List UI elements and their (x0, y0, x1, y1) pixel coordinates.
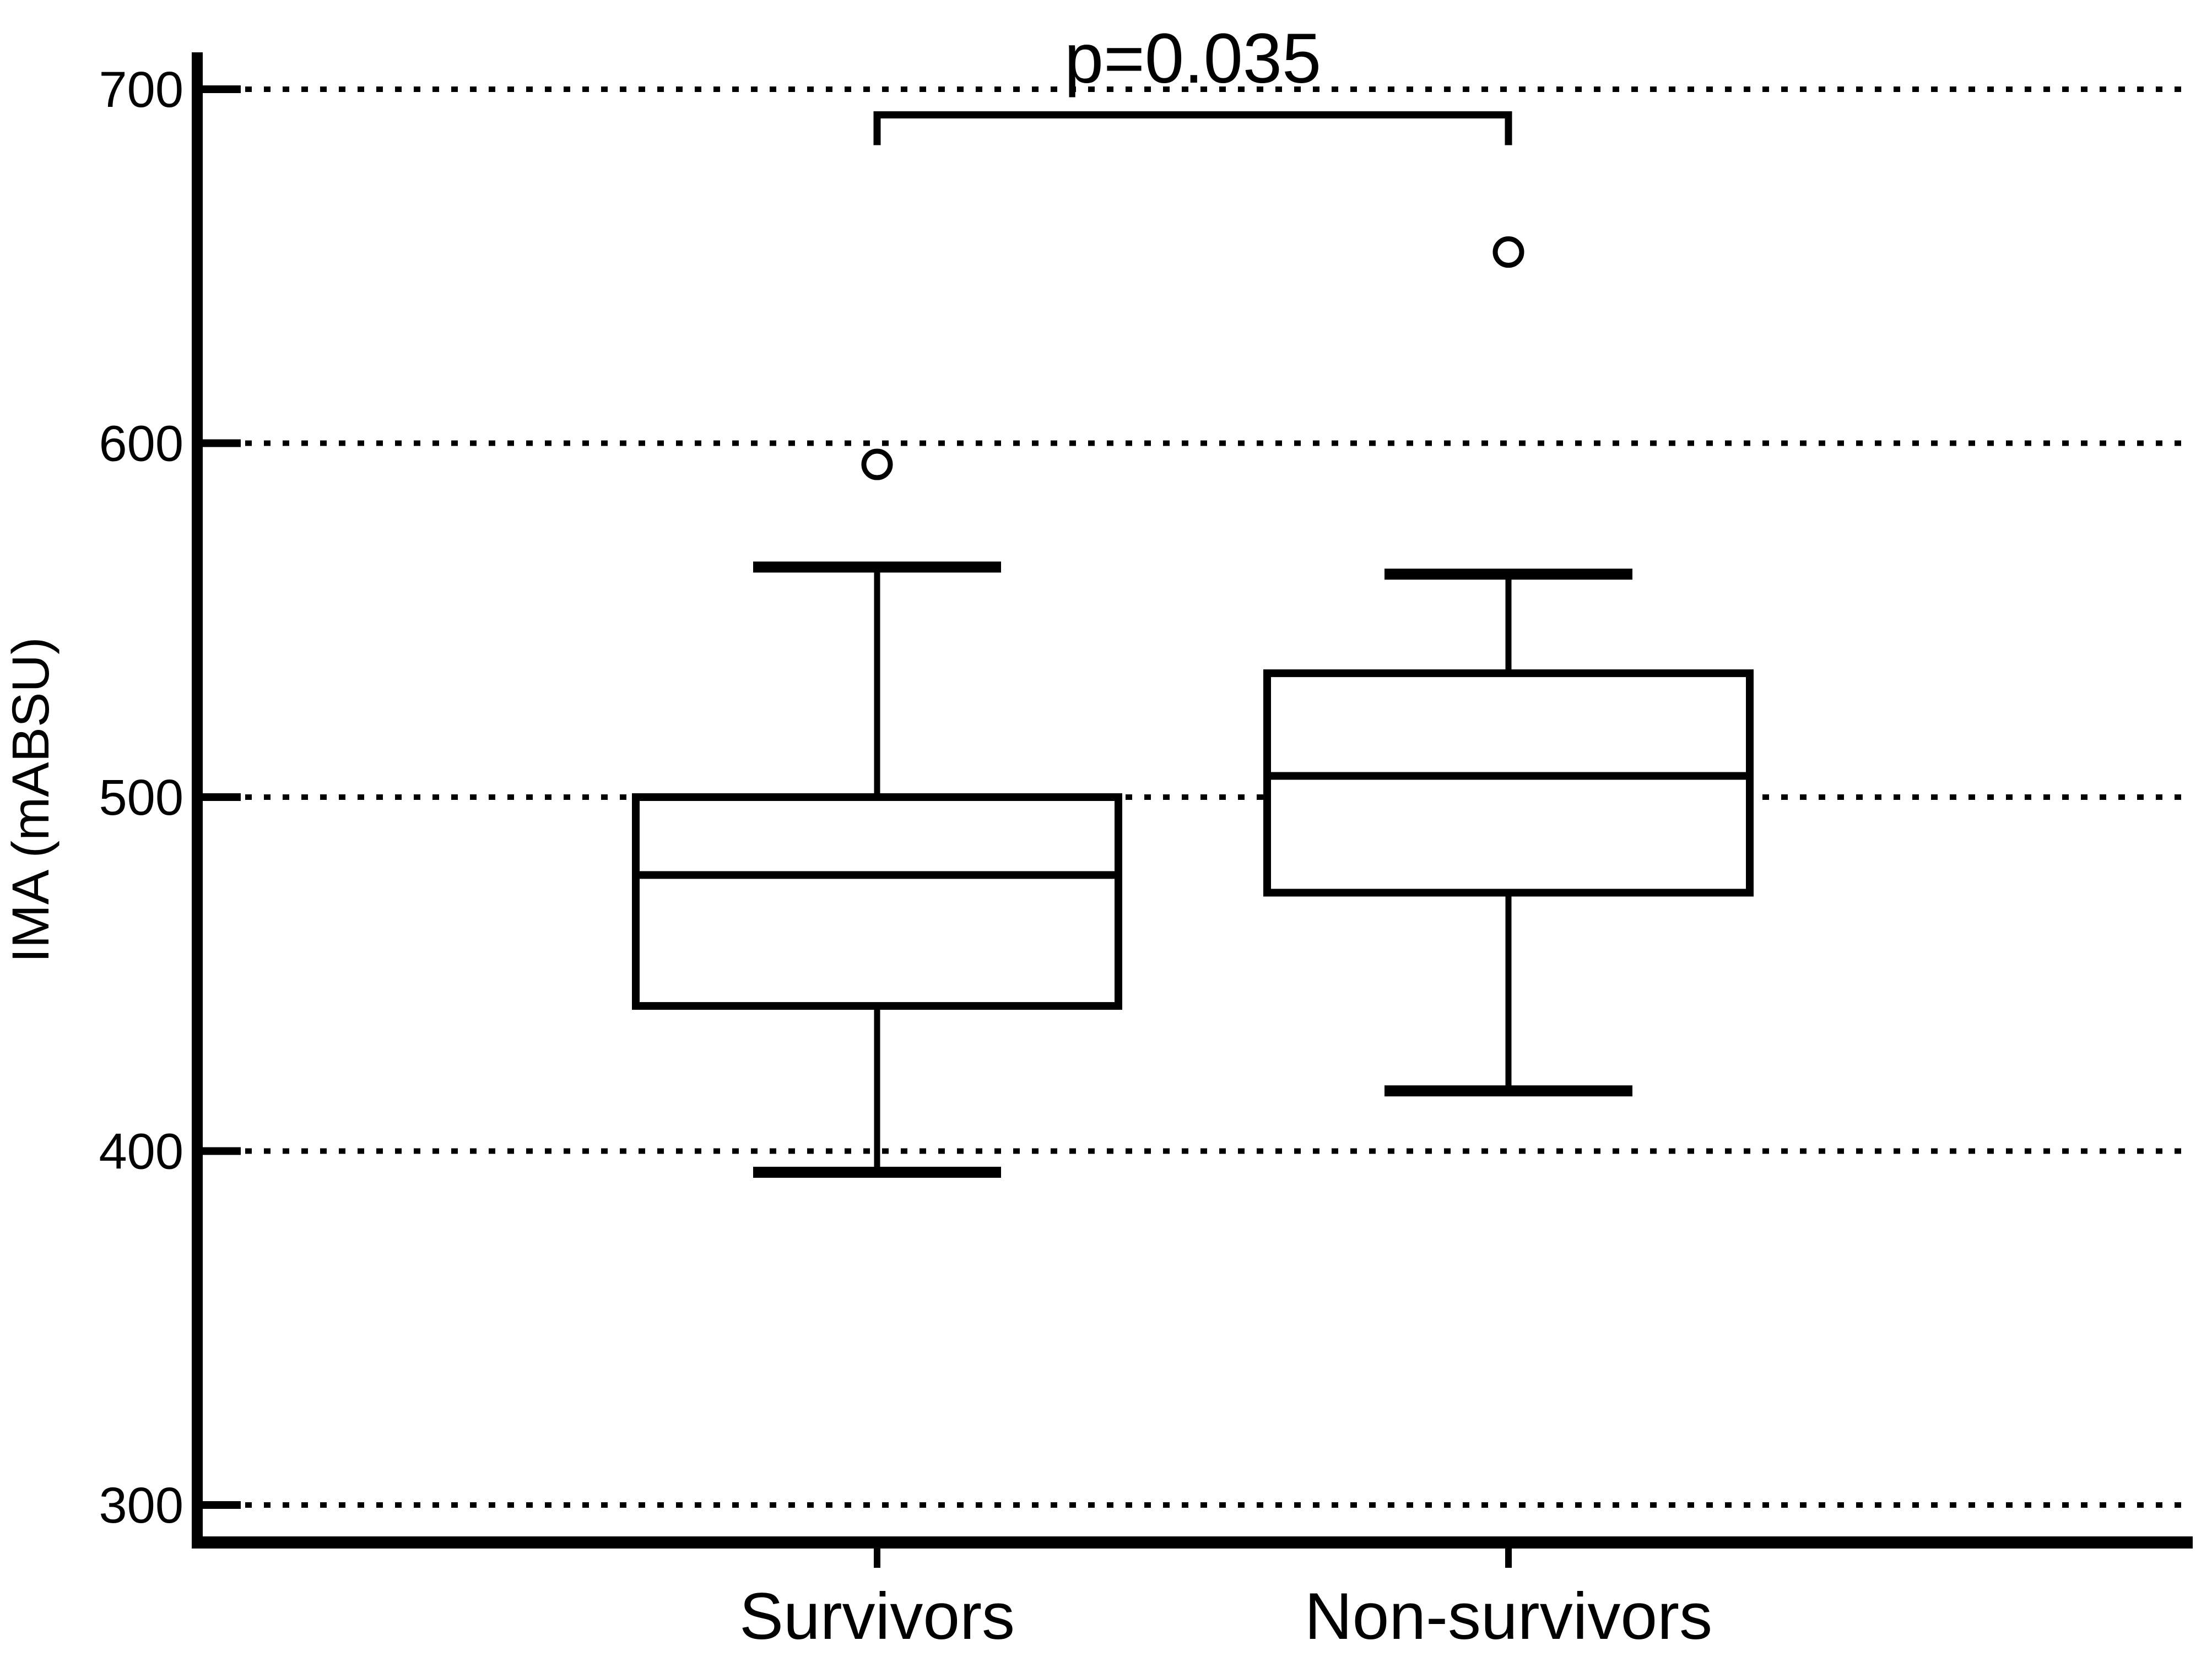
axes-group (192, 52, 2193, 1549)
x-category-label-survivors: Survivors (739, 1579, 1015, 1653)
iqr-box-non-survivors (1263, 669, 1754, 897)
x-axis-spine (192, 1536, 2193, 1549)
y-tick-label-600: 600 (99, 416, 184, 472)
p-value-label: p=0.035 (1064, 19, 1321, 98)
y-tick-label-500: 500 (99, 770, 184, 826)
gridlines-group: 700 600 500 400 300 (99, 62, 2190, 1534)
x-tick-survivors (874, 1549, 880, 1568)
y-tick-label-700: 700 (99, 62, 184, 118)
iqr-box-survivors (632, 793, 1122, 1010)
y-tick-label-300: 300 (99, 1477, 184, 1534)
outlier-survivors-0 (861, 448, 893, 480)
y-tick-label-400: 400 (99, 1124, 184, 1180)
boxes-group (632, 236, 1754, 1568)
y-axis-spine (192, 52, 203, 1549)
outlier-non-survivors-0 (1492, 236, 1524, 268)
significance-bracket (873, 111, 1512, 145)
x-category-label-non-survivors: Non-survivors (1305, 1579, 1712, 1653)
y-axis-title: IMA (mABSU) (2, 637, 60, 962)
x-tick-non-survivors (1505, 1549, 1512, 1568)
